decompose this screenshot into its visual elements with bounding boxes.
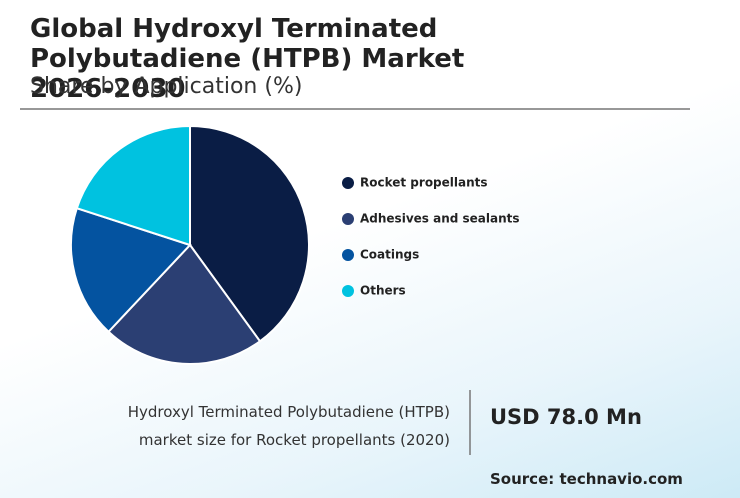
pie-slice	[70, 206, 192, 334]
market-size: USD 78.0 Mn	[490, 405, 642, 429]
pie-slice	[107, 243, 262, 365]
source: Source: technavio.com	[490, 470, 683, 488]
pie-slice	[75, 124, 191, 247]
chart-subtitle: Share by Application (%)	[30, 74, 303, 99]
legend-marker	[342, 213, 354, 225]
legend-marker	[342, 249, 354, 261]
legend-marker	[342, 177, 354, 189]
pie-slice	[189, 124, 310, 343]
description: Hydroxyl Terminated Polybutadiene (HTPB)…	[127, 403, 450, 449]
legend-label: Others	[360, 284, 406, 298]
legend-marker	[342, 285, 354, 297]
legend-label: Rocket propellants	[360, 176, 488, 190]
chart-title: Global Hydroxyl Terminated Polybutadiene…	[30, 14, 465, 104]
legend-label: Coatings	[360, 248, 419, 262]
legend-label: Adhesives and sealants	[360, 212, 520, 226]
